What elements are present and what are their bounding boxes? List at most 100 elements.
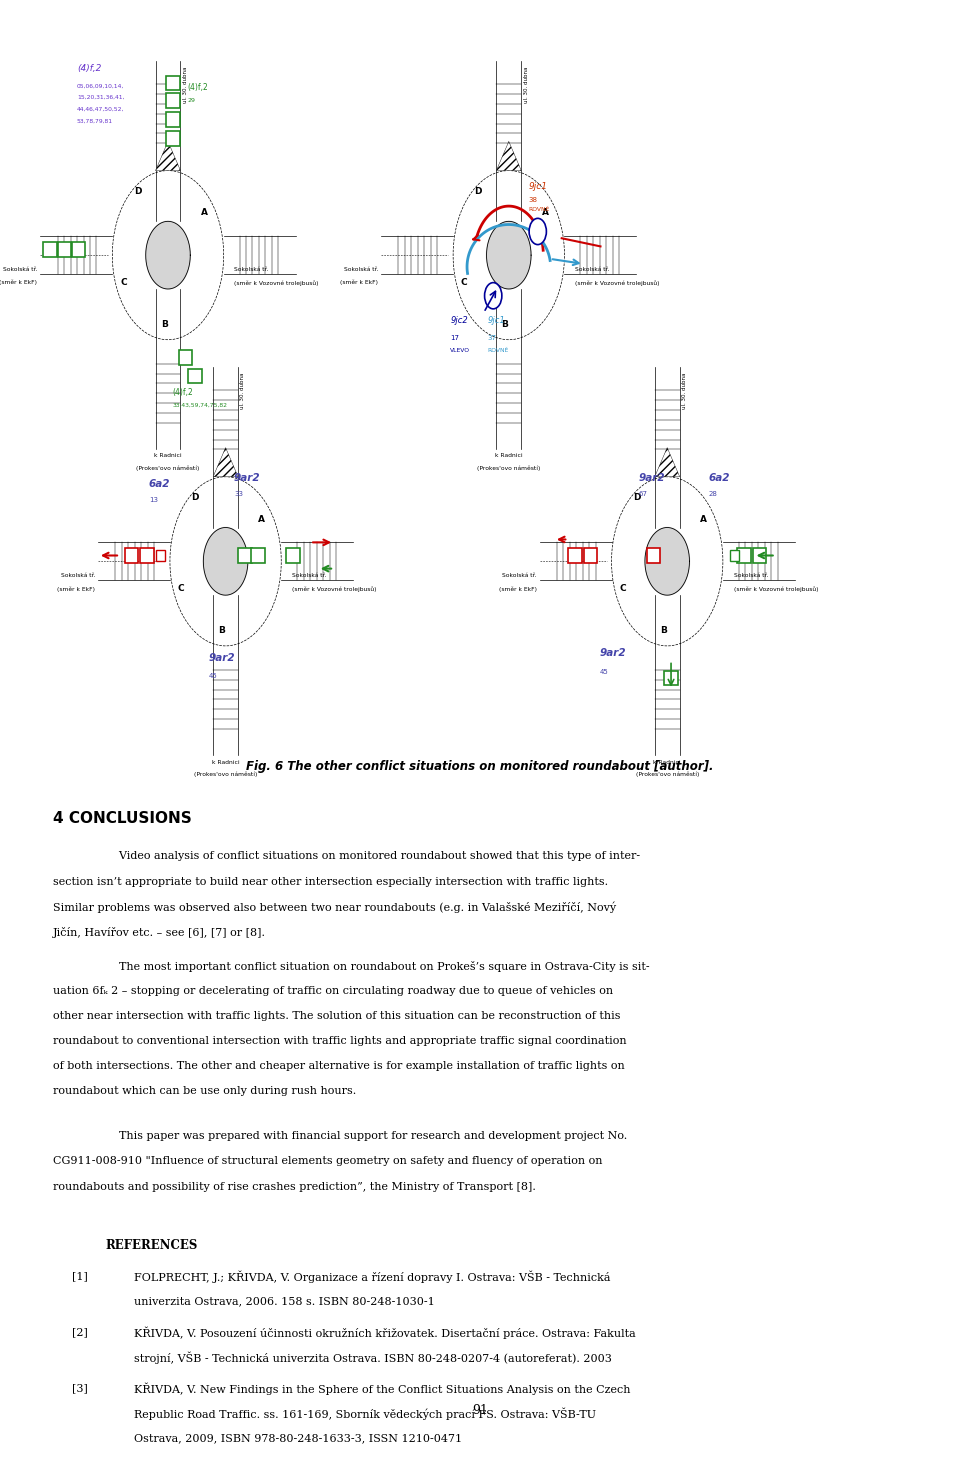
Text: Ostrava, 2009, ISBN 978-80-248-1633-3, ISSN 1210-0471: Ostrava, 2009, ISBN 978-80-248-1633-3, I… [134,1433,463,1443]
Text: D: D [474,187,482,197]
Bar [190,236,296,274]
Text: B: B [218,625,226,636]
Text: Sokolská tř.: Sokolská tř. [575,267,610,271]
Bar [737,548,751,563]
Text: 9ar2: 9ar2 [599,647,626,658]
Text: 9ar2: 9ar2 [638,472,665,483]
Bar [655,367,680,528]
Text: The most important conflict situation on roundabout on Prokeš’s square in Ostra: The most important conflict situation on… [91,961,650,971]
Text: Sokolská tř.: Sokolská tř. [733,573,768,577]
Bar [286,548,300,563]
Text: 37: 37 [488,335,496,341]
Text: (směr k Vozovné trolejbusů): (směr k Vozovné trolejbusů) [575,280,660,286]
Text: 9ar2: 9ar2 [209,653,235,663]
Bar [381,236,487,274]
Text: A: A [541,208,548,217]
Text: CG911-008-910 "Influence of structural elements geometry on safety and fluency o: CG911-008-910 "Influence of structural e… [53,1156,602,1166]
Text: C: C [120,277,127,287]
Text: ul. 30. dubna: ul. 30. dubna [682,372,687,410]
Text: 05,06,09,10,14,: 05,06,09,10,14, [77,83,124,89]
Text: B: B [660,625,667,636]
Bar [125,548,138,563]
Bar [156,550,165,561]
Text: other near intersection with traffic lights. The solution of this situation can : other near intersection with traffic lig… [53,1010,620,1021]
Text: A: A [258,515,265,523]
Bar [540,542,645,580]
Bar [655,595,680,755]
Text: (směr k Vozovné trolejbusů): (směr k Vozovné trolejbusů) [234,280,319,286]
Text: 28: 28 [708,491,718,497]
Bar [689,542,795,580]
Circle shape [645,528,689,595]
Text: (směr k EkF): (směr k EkF) [57,586,95,592]
Text: Sokolská tř.: Sokolská tř. [502,573,537,577]
Text: 9ar2: 9ar2 [234,472,260,483]
Text: ul. 30. dubna: ul. 30. dubna [523,66,529,102]
Text: 9jc2: 9jc2 [450,316,468,325]
Text: (Prokes'ovo náměstí): (Prokes'ovo náměstí) [636,771,699,777]
Text: B: B [160,319,168,330]
Text: C: C [619,583,626,593]
Text: Sokolská tř.: Sokolská tř. [60,573,95,577]
Text: (4)f,2: (4)f,2 [173,388,194,397]
Text: ROVNĚ: ROVNĚ [488,347,509,353]
Bar [248,542,353,580]
Text: 6a2: 6a2 [149,478,170,488]
Polygon shape [213,448,238,477]
Text: 45: 45 [209,674,218,679]
Text: strojní, VŠB - Technická univerzita Ostrava. ISBN 80-248-0207-4 (autoreferat). 2: strojní, VŠB - Technická univerzita Ostr… [134,1352,612,1365]
Text: FOLPRECHT, J.; KŘIVDA, V. Organizace a řízení dopravy I. Ostrava: VŠB - Technick: FOLPRECHT, J.; KŘIVDA, V. Organizace a ř… [134,1271,611,1283]
Circle shape [487,222,531,289]
Text: univerzita Ostrava, 2006. 158 s. ISBN 80-248-1030-1: univerzita Ostrava, 2006. 158 s. ISBN 80… [134,1296,435,1306]
Text: Fig. 6 The other conflict situations on monitored roundabout [author].: Fig. 6 The other conflict situations on … [247,760,713,773]
Text: A: A [700,515,707,523]
Bar [188,369,202,383]
Text: 4 CONCLUSIONS: 4 CONCLUSIONS [53,811,192,825]
Circle shape [529,219,546,245]
Bar [252,548,265,563]
Text: C: C [178,583,184,593]
Bar [166,131,180,146]
Bar [584,548,597,563]
Text: 6a2: 6a2 [708,472,731,483]
Text: uation 6fₖ 2 – stopping or decelerating of traffic on circulating roadway due to: uation 6fₖ 2 – stopping or decelerating … [53,986,612,996]
Text: (směr k EkF): (směr k EkF) [498,586,537,592]
Bar [72,242,85,257]
Polygon shape [655,448,680,477]
Bar [213,367,238,528]
Bar [98,542,204,580]
Polygon shape [496,141,521,171]
Text: roundabout which can be use only during rush hours.: roundabout which can be use only during … [53,1086,356,1096]
Text: 13: 13 [149,497,157,503]
Text: D: D [633,493,640,503]
Text: 17: 17 [450,335,459,341]
Bar [730,550,739,561]
Text: (směr k EkF): (směr k EkF) [0,280,37,286]
Text: KŘIVDA, V. Posouzení účinnosti okružních křižovatek. Disertační práce. Ostrava: : KŘIVDA, V. Posouzení účinnosti okružních… [134,1327,636,1340]
Bar [166,93,180,108]
Text: k Radnici: k Radnici [212,760,239,764]
Circle shape [485,283,502,309]
Text: Sokolská tř.: Sokolská tř. [3,267,37,271]
Circle shape [204,528,248,595]
Text: ul. 30. dubna: ul. 30. dubna [240,372,246,410]
Bar [213,595,238,755]
Bar [753,548,766,563]
Text: ROVNĚ: ROVNĚ [528,207,549,213]
Text: 29: 29 [187,98,195,104]
Text: KŘIVDA, V. New Findings in the Sphere of the Conflict Situations Analysis on the: KŘIVDA, V. New Findings in the Sphere of… [134,1382,631,1395]
Bar [43,242,57,257]
Bar [58,242,71,257]
Polygon shape [156,141,180,171]
Text: D: D [191,493,199,503]
Text: 53,78,79,81: 53,78,79,81 [77,118,113,124]
Text: 38: 38 [528,197,538,203]
Text: 9jc1: 9jc1 [528,182,547,191]
Text: (4)f,2: (4)f,2 [187,83,208,92]
Text: VLEVO: VLEVO [450,347,470,353]
Circle shape [146,222,190,289]
Text: 44,46,47,50,52,: 44,46,47,50,52, [77,106,124,112]
Text: (směr k Vozovné trolejbusů): (směr k Vozovné trolejbusů) [733,586,818,592]
Bar [664,671,678,685]
Text: (Prokes'ovo náměstí): (Prokes'ovo náměstí) [194,771,257,777]
